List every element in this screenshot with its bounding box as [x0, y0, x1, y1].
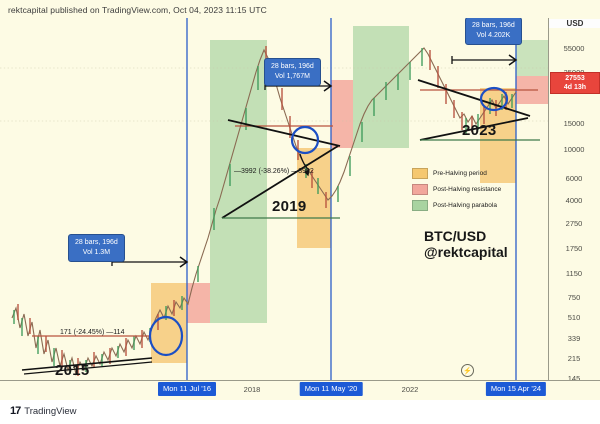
callout-2016-line1: 28 bars, 196d	[75, 239, 118, 246]
highlight-circle-2023	[479, 86, 509, 112]
price-tick-15000: 15000	[563, 119, 585, 128]
footer: 17 TradingView	[0, 400, 600, 424]
clock-icon: ⚡	[461, 364, 474, 377]
time-scale[interactable]: Mon 11 Jul '16 . 2018 Mon 11 May '20 202…	[0, 380, 600, 401]
halving-badge-2020[interactable]: Mon 11 May '20	[299, 382, 363, 396]
price-tick-750: 750	[567, 293, 581, 302]
tradingview-mark-icon: 17	[10, 405, 21, 417]
callout-2020-line2: Vol 1,767M	[274, 73, 310, 80]
publisher-header: rektcapital published on TradingView.com…	[8, 5, 267, 15]
legend-swatch-pre-halving	[412, 168, 428, 179]
legend-label-post-halving-parabola: Post-Halving parabola	[433, 202, 497, 209]
watermark: BTC/USD @rektcapital	[424, 228, 508, 260]
price-tick-1750: 1750	[565, 244, 583, 253]
callout-2016-line2: Vol 1.3M	[82, 249, 111, 256]
price-tick-6000: 6000	[565, 174, 583, 183]
cycle-label-2023: 2023	[462, 122, 497, 139]
price-scale-unit: USD	[549, 19, 600, 28]
legend: Pre-Halving period Post-Halving resistan…	[412, 168, 501, 216]
measure-arrow-2024	[451, 54, 518, 66]
legend-item-pre-halving: Pre-Halving period	[412, 168, 501, 179]
legend-item-post-halving-parabola: Post-Halving parabola	[412, 200, 501, 211]
callout-2020[interactable]: 28 bars, 196d Vol 1,767M	[264, 58, 321, 86]
legend-swatch-post-halving-resistance	[412, 184, 428, 195]
post-halving-resistance-2016	[187, 283, 210, 323]
post-halving-parabola-2024	[516, 40, 548, 76]
legend-item-post-halving-resistance: Post-Halving resistance	[412, 184, 501, 195]
callout-2020-line1: 28 bars, 196d	[271, 63, 314, 70]
cycle-label-2015: 2015	[55, 362, 90, 379]
watermark-handle: @rektcapital	[424, 244, 508, 260]
trendlines-2023	[417, 79, 540, 141]
callout-2024-line1: 28 bars, 196d	[472, 22, 515, 29]
time-tick-2022: 2022	[401, 385, 419, 394]
highlight-circle-2019	[290, 125, 320, 155]
price-tick-510: 510	[567, 313, 581, 322]
trendlines-2015	[21, 335, 153, 375]
price-chart-svg	[0, 18, 548, 380]
highlight-circle-2015	[148, 315, 184, 357]
tradingview-logo[interactable]: 17 TradingView	[10, 405, 77, 417]
highlight-circles	[148, 86, 509, 357]
price-series-line	[11, 47, 517, 376]
retrace-arrow-2019	[299, 153, 310, 177]
price-scale[interactable]: USD 55000 35000 15000 10000 6000 4000 27…	[548, 18, 600, 383]
annotation-2015: 171 (-24.45%) —114	[60, 329, 125, 336]
annotation-2019: —3992 (-38.26%) —3992	[234, 168, 314, 175]
pre-halving-2024	[480, 88, 516, 183]
halving-badge-2016[interactable]: Mon 11 Jul '16	[158, 382, 216, 396]
price-tick-2750: 2750	[565, 219, 583, 228]
halving-vertical-lines	[186, 18, 517, 380]
watermark-symbol: BTC/USD	[424, 228, 487, 244]
price-tick-145: 145	[567, 374, 581, 383]
chart-pane[interactable]: 28 bars, 196d Vol 1.3M 28 bars, 196d Vol…	[0, 18, 548, 380]
price-tick-215: 215	[567, 354, 581, 363]
callout-2024[interactable]: 28 bars, 196d Vol 4.202K	[465, 18, 522, 45]
last-price-value: 27553	[565, 75, 585, 82]
last-price-badge[interactable]: 27553 4d 13h	[550, 72, 600, 94]
legend-label-post-halving-resistance: Post-Halving resistance	[433, 186, 502, 193]
price-tick-55000: 55000	[563, 44, 585, 53]
bar-countdown: 4d 13h	[563, 84, 587, 91]
price-tick-339: 339	[567, 334, 581, 343]
callout-2024-line2: Vol 4.202K	[476, 32, 511, 39]
price-tick-1150: 1150	[565, 269, 583, 278]
price-tick-10000: 10000	[563, 145, 585, 154]
pre-halving-2016	[151, 283, 187, 363]
legend-label-pre-halving: Pre-Halving period	[433, 170, 487, 177]
tradingview-wordmark: TradingView	[24, 405, 77, 417]
legend-swatch-post-halving-parabola	[412, 200, 428, 211]
halving-badge-2024[interactable]: Mon 15 Apr '24	[485, 382, 547, 396]
trendlines-2019	[221, 119, 341, 219]
cycle-label-2019: 2019	[272, 198, 307, 215]
post-halving-resistance-2020	[331, 80, 353, 148]
callout-2016[interactable]: 28 bars, 196d Vol 1.3M	[68, 234, 125, 262]
time-tick-2018: 2018	[243, 385, 261, 394]
price-tick-4000: 4000	[565, 196, 583, 205]
